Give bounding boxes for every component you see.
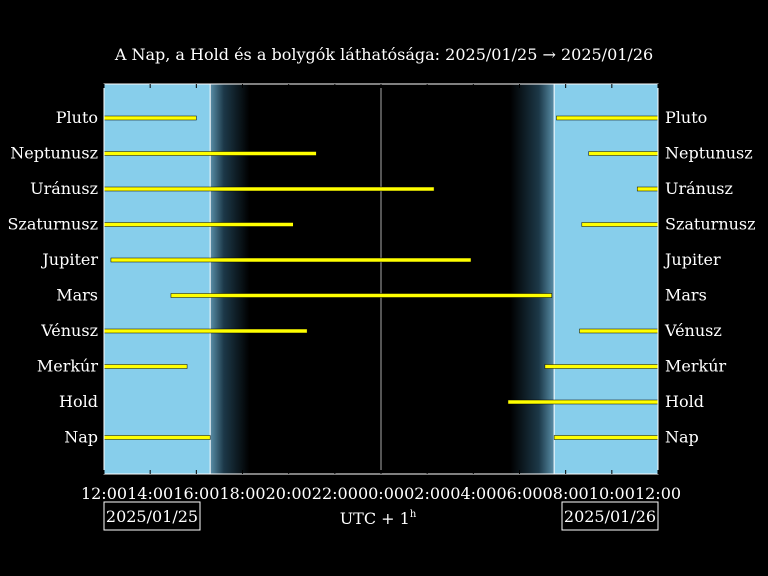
visibility-bar-uránusz-0 xyxy=(103,186,435,192)
date-end-label: 2025/01/26 xyxy=(564,507,656,526)
x-tick-label-6: 00:00 xyxy=(358,484,404,503)
right-label-7: Merkúr xyxy=(665,357,727,376)
visibility-bar-merkúr-0 xyxy=(103,364,188,369)
x-tick-label-11: 10:00 xyxy=(589,484,635,503)
right-label-5: Mars xyxy=(665,286,707,305)
x-tick-label-4: 20:00 xyxy=(266,484,312,503)
x-axis-label: UTC + 1h xyxy=(340,509,417,528)
right-label-0: Pluto xyxy=(665,108,707,127)
right-label-8: Hold xyxy=(665,392,704,411)
left-label-7: Merkúr xyxy=(37,357,99,376)
visibility-bar-nap-0 xyxy=(103,435,211,440)
visibility-bar-szaturnusz-1 xyxy=(581,222,659,227)
date-start-label: 2025/01/25 xyxy=(106,507,198,526)
visibility-bar-szaturnusz-0 xyxy=(103,222,294,227)
right-label-6: Vénusz xyxy=(664,321,722,340)
visibility-bar-mars-0 xyxy=(170,293,553,298)
x-tick-label-5: 22:00 xyxy=(312,484,358,503)
right-label-1: Neptunusz xyxy=(665,144,753,163)
visibility-bar-nap-1 xyxy=(553,435,659,440)
left-body-labels: Pluto Neptunusz Uránusz Szaturnusz Jupiter Ma… xyxy=(7,108,98,447)
date-end-box xyxy=(561,501,659,531)
day-night-background xyxy=(104,84,658,474)
visibility-bar-pluto-1 xyxy=(556,115,659,121)
x-tick-label-9: 06:00 xyxy=(496,484,542,503)
day-region-left xyxy=(104,84,211,474)
x-tick-label-0: 12:00 xyxy=(81,484,127,503)
right-label-4: Jupiter xyxy=(663,250,721,269)
date-boxes: 2025/01/25 2025/01/26 xyxy=(103,501,659,531)
x-tick-label-1: 14:00 xyxy=(127,484,173,503)
day-region-right xyxy=(554,84,658,474)
visibility-bar-vénusz-1 xyxy=(579,328,659,334)
dawn-gradient xyxy=(510,84,555,474)
right-body-labels: Pluto Neptunusz Uránusz Szaturnusz Jupiter Ma… xyxy=(663,108,756,447)
x-axis-ticks: 12:00 14:00 16:00 18:00 20:00 22:00 00:00 02:00… xyxy=(81,84,681,503)
x-tick-label-2: 16:00 xyxy=(173,484,219,503)
visibility-bar-neptunusz-0 xyxy=(103,151,317,156)
right-label-3: Szaturnusz xyxy=(665,215,756,234)
left-label-8: Hold xyxy=(59,392,98,411)
left-label-3: Szaturnusz xyxy=(7,215,98,234)
visibility-bar-hold-0 xyxy=(507,399,659,405)
chart-title: A Nap, a Hold és a bolygók láthatósága: … xyxy=(114,45,653,64)
left-label-6: Vénusz xyxy=(40,321,98,340)
left-label-2: Uránusz xyxy=(30,179,98,198)
visibility-bars xyxy=(103,115,659,440)
visibility-bar-merkúr-1 xyxy=(544,364,659,369)
right-label-9: Nap xyxy=(665,428,699,447)
left-label-4: Jupiter xyxy=(40,250,98,269)
right-label-2: Uránusz xyxy=(665,179,733,198)
left-label-9: Nap xyxy=(64,428,98,447)
x-axis-label-sup: h xyxy=(410,509,417,520)
visibility-bar-neptunusz-1 xyxy=(588,151,659,156)
visibility-bar-uránusz-1 xyxy=(636,186,659,192)
visibility-bar-jupiter-0 xyxy=(110,257,472,263)
x-tick-label-3: 18:00 xyxy=(219,484,265,503)
x-axis-label-main: UTC + 1 xyxy=(340,509,410,528)
visibility-bar-vénusz-0 xyxy=(103,328,308,334)
left-label-5: Mars xyxy=(56,286,98,305)
left-label-1: Neptunusz xyxy=(10,144,98,163)
x-tick-label-12: 12:00 xyxy=(635,484,681,503)
left-label-0: Pluto xyxy=(56,108,98,127)
dusk-gradient xyxy=(210,84,250,474)
x-tick-label-8: 04:00 xyxy=(450,484,496,503)
x-tick-label-7: 02:00 xyxy=(404,484,450,503)
date-start-box xyxy=(103,501,201,531)
visibility-bar-pluto-0 xyxy=(103,115,197,121)
x-tick-label-10: 08:00 xyxy=(543,484,589,503)
